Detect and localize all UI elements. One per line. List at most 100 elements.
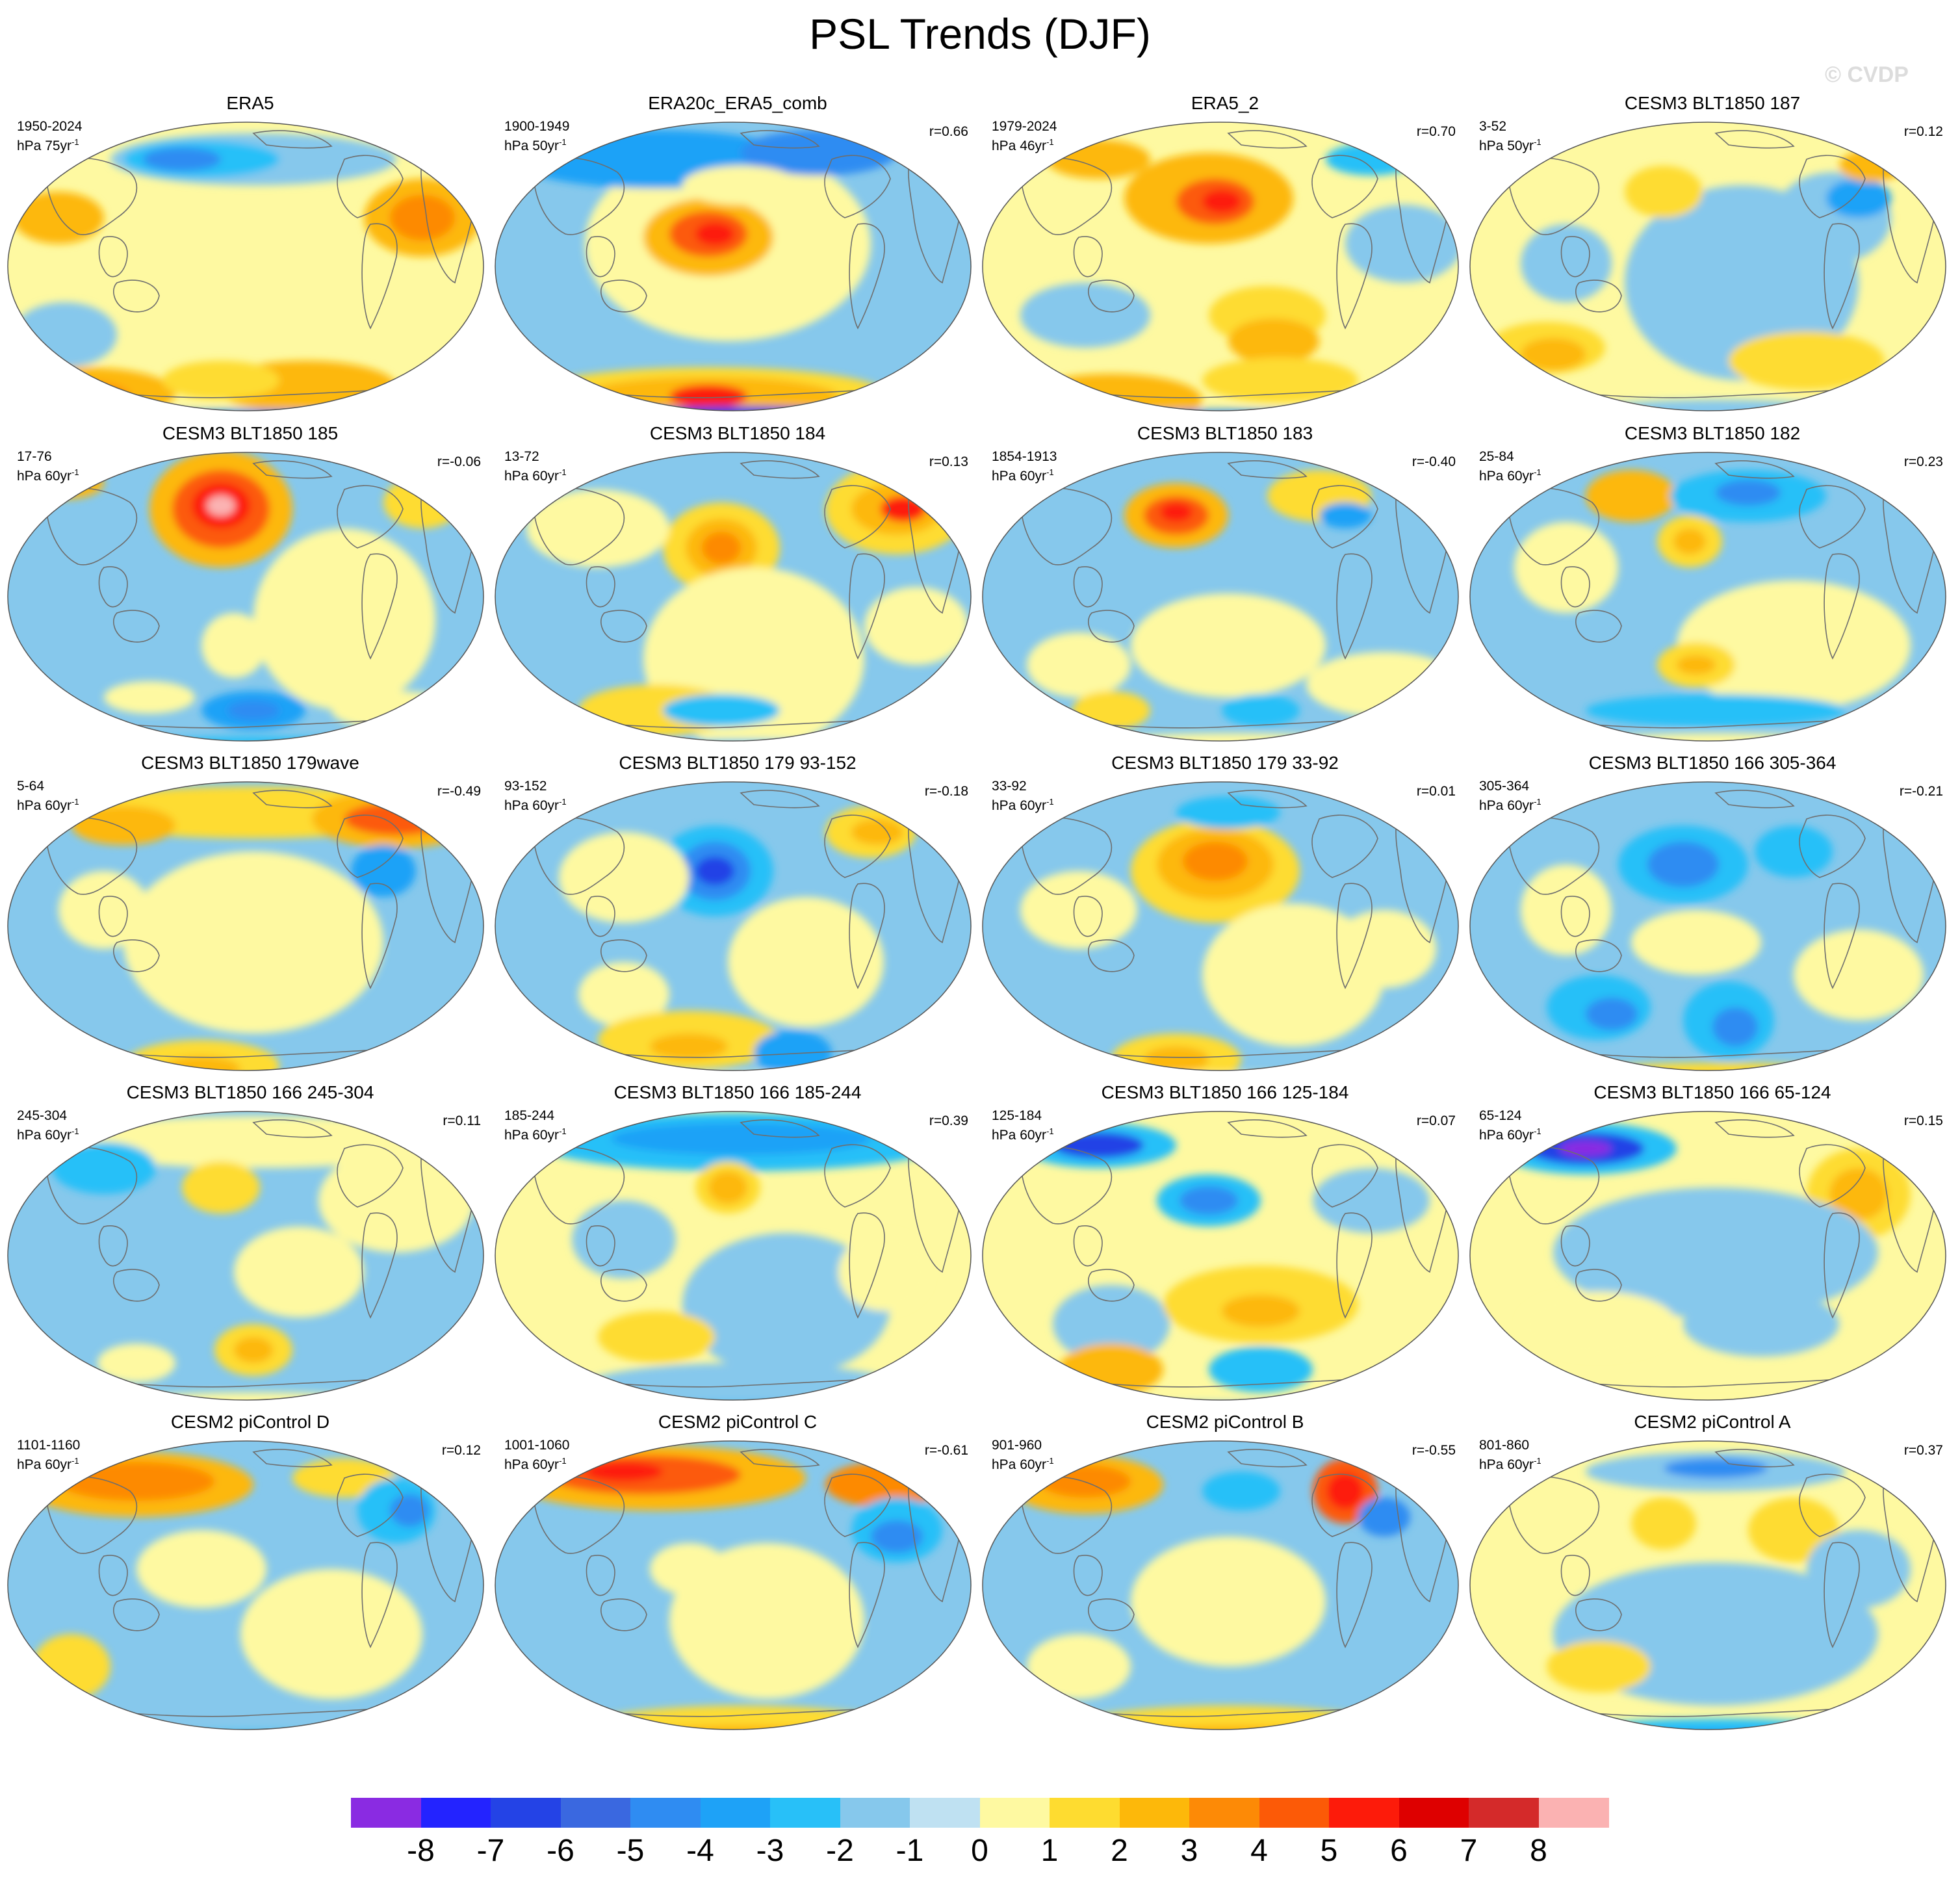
coastline [824, 155, 891, 218]
trend-map [495, 1111, 972, 1401]
panel-correlation: r=0.11 [443, 1113, 481, 1128]
trend-region [1521, 1063, 1911, 1070]
panel-title: CESM3 BLT1850 179 33-92 [1111, 753, 1339, 773]
panel-years: 17-76 [17, 449, 52, 464]
coastline [1507, 816, 1600, 895]
trend-region [663, 694, 780, 727]
coastline [1560, 896, 1590, 937]
panel-correlation: r=0.66 [929, 124, 968, 139]
panel-years: 305-364 [1479, 779, 1530, 794]
panel-units: hPa 60yr-1 [17, 797, 79, 813]
colorbar-label: -2 [826, 1834, 854, 1868]
trend-region [650, 1033, 728, 1059]
panel-units: hPa 60yr-1 [17, 1126, 79, 1143]
colorbar-label: 0 [971, 1834, 988, 1868]
panel-units: hPa 60yr-1 [1479, 1126, 1541, 1143]
panel-correlation: r=0.13 [929, 454, 968, 469]
panel-correlation: r=0.70 [1416, 124, 1456, 139]
trend-region [864, 587, 968, 665]
map-border [982, 1111, 1459, 1401]
map-panel: CESM3 BLT1850 166 65-124 65-124 hPa 60yr-1… [1469, 1077, 1956, 1402]
coastline [1714, 1449, 1795, 1468]
coastline [1799, 814, 1866, 878]
panel-title: CESM3 BLT1850 179wave [141, 753, 359, 773]
coastline [1560, 566, 1590, 608]
trend-region [1033, 733, 1423, 741]
coastline [1311, 1144, 1378, 1208]
coastline [361, 1542, 398, 1648]
coastline [600, 279, 647, 313]
colorbar-label: -6 [547, 1834, 574, 1868]
coastline [740, 1449, 820, 1468]
trend-region [695, 222, 734, 246]
coastline [1336, 1542, 1373, 1648]
panel-title: CESM3 BLT1850 166 185-244 [613, 1082, 862, 1102]
coastline [45, 487, 138, 565]
panel-correlation: r=-0.49 [437, 784, 481, 799]
colorbar-label: -1 [896, 1834, 924, 1868]
panel-title: CESM3 BLT1850 166 245-304 [126, 1082, 374, 1102]
map-panel: CESM3 BLT1850 166 125-184 125-184 hPa 60yr… [981, 1077, 1469, 1402]
trend-region [1521, 864, 1612, 955]
map-panel: CESM3 BLT1850 179 33-92 33-92 hPa 60yr-1 r=… [981, 747, 1469, 1072]
coastline [252, 1449, 333, 1468]
colorbar-swatch [700, 1798, 771, 1828]
trend-region [1176, 796, 1280, 829]
map-panel: CESM3 BLT1850 166 305-364 305-364 hPa 60yr… [1469, 747, 1956, 1072]
map-border [1469, 122, 1946, 411]
panel-title: ERA5_2 [1191, 93, 1259, 113]
trend-region [1098, 1725, 1358, 1730]
trend-region [1755, 825, 1833, 877]
panel-title: CESM3 BLT1850 166 65-124 [1593, 1082, 1831, 1102]
coastline [1575, 939, 1622, 972]
coastline [600, 1269, 647, 1302]
coastline [113, 939, 160, 972]
trend-region [253, 528, 435, 710]
coastline [849, 1542, 885, 1648]
map-border [495, 122, 972, 411]
coastline [824, 1144, 891, 1208]
panel-units: hPa 60yr-1 [992, 467, 1054, 484]
trend-region [136, 1530, 266, 1608]
map-border [982, 452, 1459, 742]
coastline [1575, 610, 1622, 643]
trend-region [1020, 871, 1137, 949]
panel-years: 1001-1060 [504, 1438, 570, 1453]
map-panel: CESM3 BLT1850 183 1854-1913 hPa 60yr-1 r=-0… [981, 418, 1469, 743]
trend-region [572, 1200, 676, 1278]
panel-units: hPa 60yr-1 [17, 467, 79, 484]
trend-region [1027, 632, 1131, 697]
coastline [824, 1473, 891, 1537]
trend-map [982, 781, 1459, 1071]
trend-region [1586, 694, 1846, 727]
trend-region [1521, 1291, 1677, 1356]
coastline [1311, 814, 1378, 878]
panel-title: CESM3 BLT1850 184 [649, 423, 826, 443]
trend-region [1180, 1186, 1238, 1215]
panel-title: CESM3 BLT1850 179 93-152 [619, 753, 857, 773]
colorbar-label: 4 [1250, 1834, 1268, 1868]
trend-region [1560, 1141, 1612, 1156]
coastline [361, 1212, 398, 1319]
trend-region [58, 736, 448, 741]
trend-region [1072, 691, 1150, 730]
coastline [1088, 939, 1135, 972]
panel-years: 1979-2024 [992, 119, 1057, 134]
trend-region [1521, 224, 1612, 302]
trend-region [1131, 1537, 1326, 1667]
trend-map [982, 452, 1459, 742]
panel-correlation: r=-0.21 [1899, 784, 1943, 799]
map-border [495, 1111, 972, 1401]
colorbar-swatch [1399, 1798, 1469, 1828]
coastline [113, 1269, 160, 1302]
trend-region [708, 1171, 747, 1204]
trend-region [58, 1462, 214, 1501]
panel-correlation: r=-0.18 [924, 784, 968, 799]
coastline [252, 130, 333, 149]
colorbar-swatch [1119, 1798, 1190, 1828]
trend-region [1917, 1135, 1946, 1161]
panel-correlation: r=-0.55 [1412, 1443, 1456, 1458]
trend-map [1469, 1111, 1946, 1401]
colorbar-label: 6 [1390, 1834, 1408, 1868]
trend-map [7, 1111, 484, 1401]
